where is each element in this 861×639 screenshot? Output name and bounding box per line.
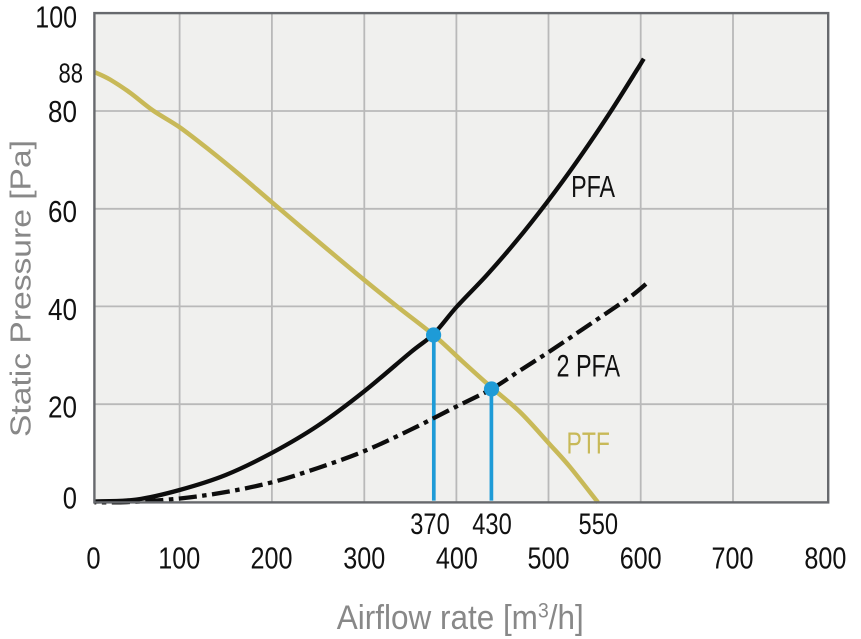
svg-text:550: 550 [579, 508, 619, 541]
svg-text:60: 60 [48, 194, 77, 229]
svg-text:700: 700 [712, 541, 754, 576]
svg-text:430: 430 [472, 508, 512, 541]
svg-text:500: 500 [528, 541, 570, 576]
svg-text:800: 800 [804, 541, 846, 576]
svg-text:100: 100 [35, 0, 77, 34]
svg-text:88: 88 [59, 57, 84, 88]
svg-text:0: 0 [86, 541, 100, 576]
svg-text:PFA: PFA [571, 170, 615, 204]
svg-text:80: 80 [48, 94, 77, 129]
svg-text:300: 300 [343, 541, 385, 576]
svg-text:100: 100 [158, 541, 200, 576]
svg-text:400: 400 [436, 541, 478, 576]
svg-text:370: 370 [410, 508, 450, 541]
svg-text:Static Pressure [Pa]: Static Pressure [Pa] [5, 140, 37, 437]
svg-text:40: 40 [48, 292, 77, 327]
svg-text:20: 20 [48, 390, 77, 425]
svg-text:2 PFA: 2 PFA [557, 348, 621, 384]
svg-text:0: 0 [63, 480, 77, 515]
svg-text:600: 600 [620, 541, 662, 576]
svg-text:200: 200 [251, 541, 293, 576]
svg-text:PTF: PTF [567, 427, 611, 461]
